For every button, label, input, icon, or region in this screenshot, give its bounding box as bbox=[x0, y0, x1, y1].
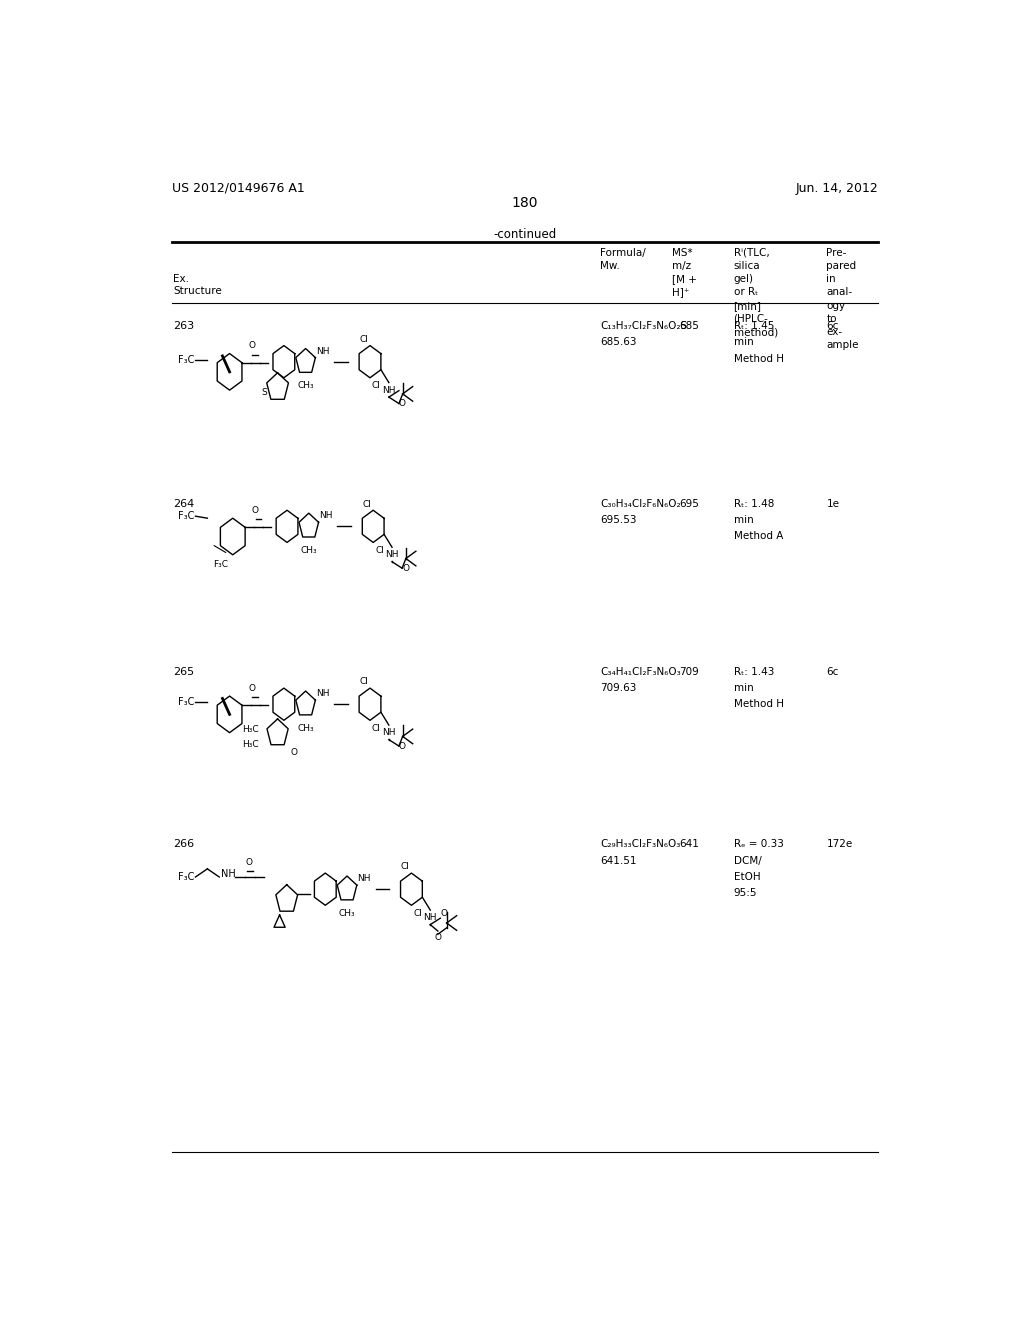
Text: silica: silica bbox=[733, 261, 760, 271]
Text: O: O bbox=[399, 742, 406, 751]
Text: NH: NH bbox=[316, 689, 330, 698]
Text: to: to bbox=[826, 314, 837, 323]
Text: Rₜ: 1.45: Rₜ: 1.45 bbox=[733, 321, 774, 331]
Text: anal-: anal- bbox=[826, 288, 853, 297]
Text: 641.51: 641.51 bbox=[600, 855, 637, 866]
Text: Pre-: Pre- bbox=[826, 248, 847, 257]
Text: F₃C: F₃C bbox=[213, 560, 228, 569]
Text: O: O bbox=[252, 506, 258, 515]
Text: F₃C: F₃C bbox=[178, 697, 195, 708]
Text: Structure: Structure bbox=[173, 286, 222, 297]
Text: 695: 695 bbox=[680, 499, 699, 510]
Text: H₃C: H₃C bbox=[243, 725, 259, 734]
Text: CH₃: CH₃ bbox=[297, 723, 314, 733]
Text: NH: NH bbox=[221, 869, 236, 879]
Text: (HPLC-: (HPLC- bbox=[733, 314, 768, 323]
Text: Rⁱ(TLC,: Rⁱ(TLC, bbox=[733, 248, 769, 257]
Text: EtOH: EtOH bbox=[733, 873, 760, 882]
Text: 695.53: 695.53 bbox=[600, 515, 637, 525]
Text: [min]: [min] bbox=[733, 301, 762, 310]
Text: C₃₄H₄₁Cl₂F₃N₆O₃: C₃₄H₄₁Cl₂F₃N₆O₃ bbox=[600, 667, 681, 677]
Text: min: min bbox=[733, 682, 754, 693]
Text: O: O bbox=[440, 909, 447, 919]
Text: 685.63: 685.63 bbox=[600, 338, 637, 347]
Text: O: O bbox=[291, 748, 297, 756]
Text: Cl: Cl bbox=[359, 335, 369, 345]
Text: CH₃: CH₃ bbox=[339, 909, 355, 917]
Text: ample: ample bbox=[826, 341, 859, 350]
Text: F₃C: F₃C bbox=[178, 511, 195, 521]
Text: 265: 265 bbox=[173, 667, 195, 677]
Text: NH: NH bbox=[382, 729, 395, 737]
Text: Cl: Cl bbox=[372, 381, 381, 389]
Text: 172e: 172e bbox=[826, 840, 853, 849]
Text: 709.63: 709.63 bbox=[600, 682, 637, 693]
Text: 263: 263 bbox=[173, 321, 195, 331]
Text: C₂₉H₃₃Cl₂F₃N₆O₃: C₂₉H₃₃Cl₂F₃N₆O₃ bbox=[600, 840, 681, 849]
Text: H₃C: H₃C bbox=[243, 739, 259, 748]
Text: O: O bbox=[434, 933, 441, 942]
Text: NH: NH bbox=[357, 874, 371, 883]
Text: Jun. 14, 2012: Jun. 14, 2012 bbox=[796, 182, 878, 195]
Text: O: O bbox=[248, 684, 255, 693]
Text: 641: 641 bbox=[680, 840, 699, 849]
Text: 180: 180 bbox=[512, 195, 538, 210]
Text: -continued: -continued bbox=[494, 227, 556, 240]
Text: O: O bbox=[245, 858, 252, 867]
Text: 95:5: 95:5 bbox=[733, 888, 757, 898]
Text: MS*: MS* bbox=[672, 248, 692, 257]
Text: 264: 264 bbox=[173, 499, 195, 510]
Text: Formula/: Formula/ bbox=[600, 248, 646, 257]
Text: or Rₜ: or Rₜ bbox=[733, 288, 758, 297]
Text: NH: NH bbox=[424, 913, 437, 923]
Text: Cl: Cl bbox=[375, 545, 384, 554]
Text: Method H: Method H bbox=[733, 354, 783, 363]
Text: Rₑ = 0.33: Rₑ = 0.33 bbox=[733, 840, 783, 849]
Text: 6c: 6c bbox=[826, 667, 839, 677]
Text: NH: NH bbox=[316, 347, 330, 355]
Text: 1e: 1e bbox=[826, 499, 840, 510]
Text: DCM/: DCM/ bbox=[733, 855, 761, 866]
Text: H]⁺: H]⁺ bbox=[672, 288, 689, 297]
Text: CH₃: CH₃ bbox=[300, 546, 317, 556]
Text: F₃C: F₃C bbox=[178, 355, 195, 364]
Text: [M +: [M + bbox=[672, 275, 696, 284]
Text: gel): gel) bbox=[733, 275, 754, 284]
Text: in: in bbox=[826, 275, 836, 284]
Text: Method H: Method H bbox=[733, 700, 783, 709]
Text: NH: NH bbox=[382, 385, 395, 395]
Text: Cl: Cl bbox=[372, 723, 381, 733]
Text: Method A: Method A bbox=[733, 532, 783, 541]
Text: Cl: Cl bbox=[414, 908, 422, 917]
Text: US 2012/0149676 A1: US 2012/0149676 A1 bbox=[172, 182, 304, 195]
Text: m/z: m/z bbox=[672, 261, 691, 271]
Text: NH: NH bbox=[385, 550, 398, 560]
Text: Ex.: Ex. bbox=[173, 275, 189, 284]
Text: pared: pared bbox=[826, 261, 856, 271]
Text: O: O bbox=[402, 564, 410, 573]
Text: min: min bbox=[733, 515, 754, 525]
Text: 685: 685 bbox=[680, 321, 699, 331]
Text: 266: 266 bbox=[173, 840, 195, 849]
Text: NH: NH bbox=[319, 511, 333, 520]
Text: Cl: Cl bbox=[359, 677, 369, 686]
Text: Cl: Cl bbox=[400, 862, 410, 871]
Text: min: min bbox=[733, 338, 754, 347]
Text: F₃C: F₃C bbox=[178, 873, 195, 882]
Text: C₃₀H₃₄Cl₂F₆N₆O₂: C₃₀H₃₄Cl₂F₆N₆O₂ bbox=[600, 499, 681, 510]
Text: method): method) bbox=[733, 327, 778, 337]
Text: O: O bbox=[248, 342, 255, 351]
Text: Rₜ: 1.43: Rₜ: 1.43 bbox=[733, 667, 774, 677]
Text: 6c: 6c bbox=[826, 321, 839, 331]
Text: 709: 709 bbox=[680, 667, 699, 677]
Text: ex-: ex- bbox=[826, 327, 843, 337]
Text: C₁₃H₃₇Cl₂F₃N₆O₂S: C₁₃H₃₇Cl₂F₃N₆O₂S bbox=[600, 321, 687, 331]
Text: ogy: ogy bbox=[826, 301, 846, 310]
Text: S: S bbox=[262, 388, 267, 397]
Text: CH₃: CH₃ bbox=[297, 381, 314, 391]
Text: Rₜ: 1.48: Rₜ: 1.48 bbox=[733, 499, 774, 510]
Text: Cl: Cl bbox=[362, 500, 372, 508]
Text: O: O bbox=[399, 399, 406, 408]
Text: Mw.: Mw. bbox=[600, 261, 620, 271]
